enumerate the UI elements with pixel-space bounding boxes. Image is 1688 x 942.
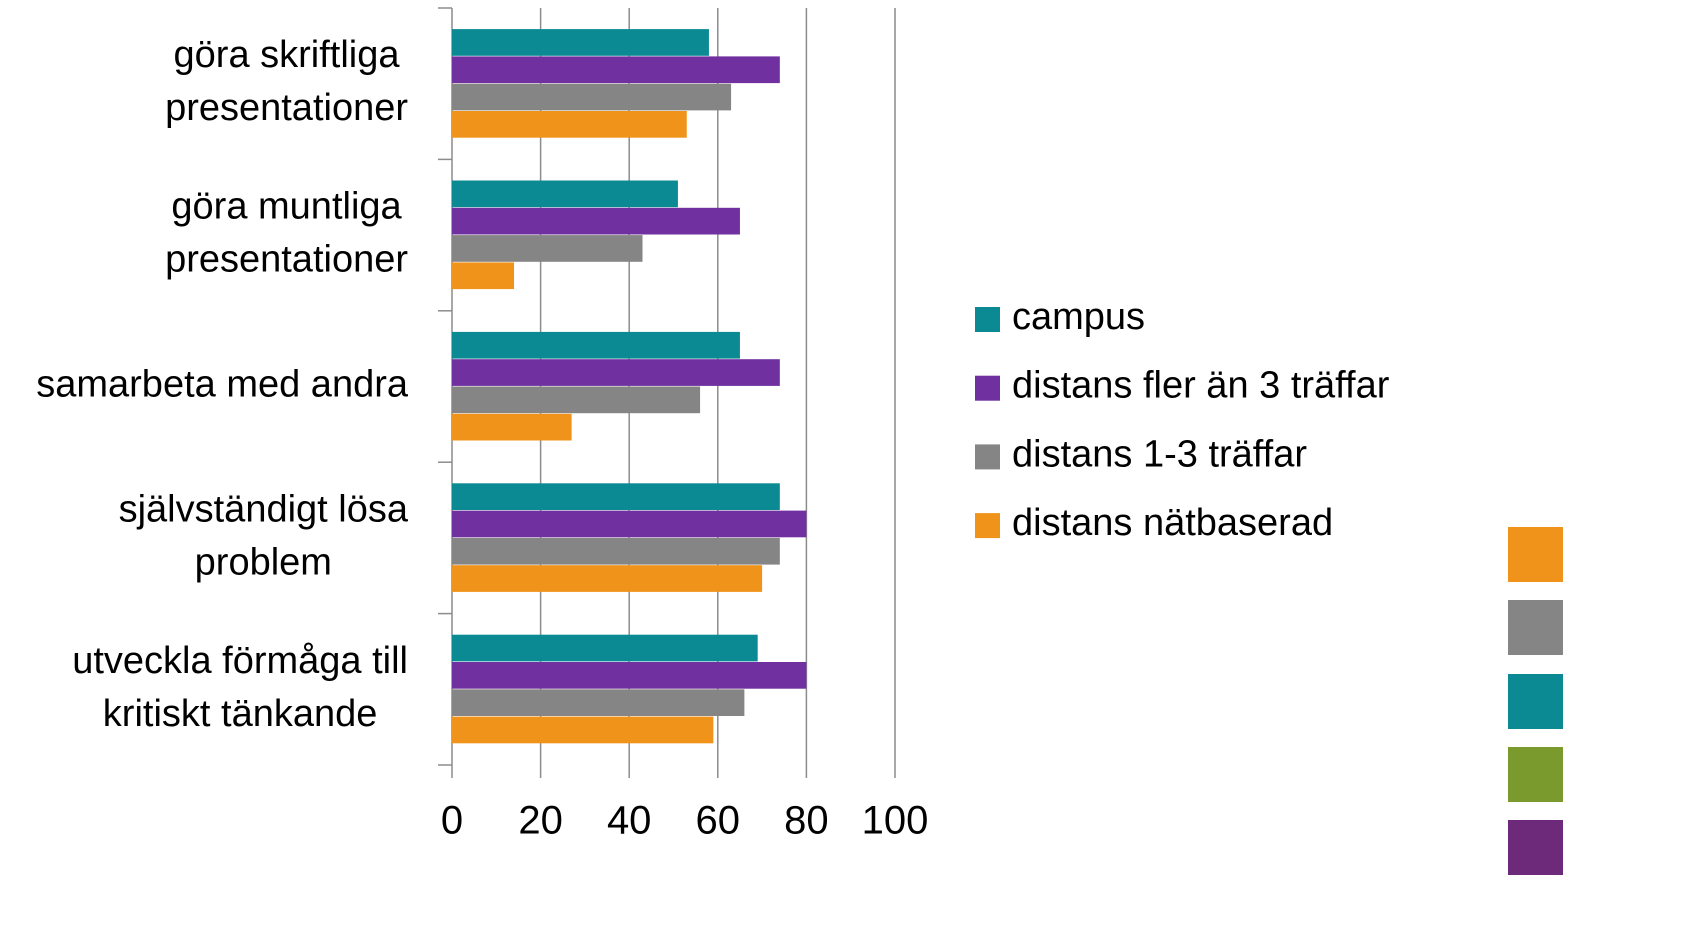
swatch xyxy=(1508,527,1563,582)
x-tick-label: 40 xyxy=(607,799,652,843)
x-tick-label: 100 xyxy=(862,799,929,843)
category-label: problem xyxy=(195,541,332,583)
bar xyxy=(452,235,643,262)
legend-label: distans fler än 3 träffar xyxy=(1012,365,1390,407)
bar xyxy=(452,483,780,510)
bar xyxy=(452,331,740,359)
bar xyxy=(452,262,515,290)
category-label: kritiskt tänkande xyxy=(103,693,378,735)
bar xyxy=(452,537,780,565)
x-tick-label: 0 xyxy=(441,799,463,843)
bar xyxy=(452,359,780,386)
bar xyxy=(452,510,807,538)
bar xyxy=(452,386,701,414)
swatch xyxy=(1508,747,1563,802)
bar xyxy=(452,413,572,441)
x-tick-label: 80 xyxy=(784,799,829,843)
category-label: göra skriftliga xyxy=(174,34,401,76)
bar xyxy=(452,111,687,138)
bar xyxy=(452,689,745,716)
bar xyxy=(452,180,678,208)
category-label: samarbeta med andra xyxy=(36,364,409,406)
bar xyxy=(452,83,732,111)
bar xyxy=(452,565,763,592)
bar xyxy=(452,634,758,662)
legend-label: campus xyxy=(1012,296,1145,338)
bar xyxy=(452,662,807,689)
swatch xyxy=(1508,820,1563,875)
swatch xyxy=(1508,674,1563,729)
legend-swatch xyxy=(975,444,1000,470)
bar xyxy=(452,29,709,56)
swatch xyxy=(1508,600,1563,655)
bar xyxy=(452,716,714,744)
legend-swatch xyxy=(975,307,1000,332)
bar xyxy=(452,207,740,235)
x-tick-label: 20 xyxy=(518,799,563,843)
category-label: presentationer xyxy=(165,87,408,129)
legend-label: distans 1-3 träffar xyxy=(1012,433,1307,475)
legend-swatch xyxy=(975,513,1000,539)
legend-swatch xyxy=(975,375,1000,401)
x-tick-label: 60 xyxy=(696,799,741,843)
bar xyxy=(452,56,780,84)
category-label: presentationer xyxy=(165,239,408,281)
category-label: utveckla förmåga till xyxy=(72,640,408,682)
category-label: självständigt lösa xyxy=(119,488,409,530)
legend-label: distans nätbaserad xyxy=(1012,502,1333,544)
category-label: göra muntliga xyxy=(171,186,402,228)
